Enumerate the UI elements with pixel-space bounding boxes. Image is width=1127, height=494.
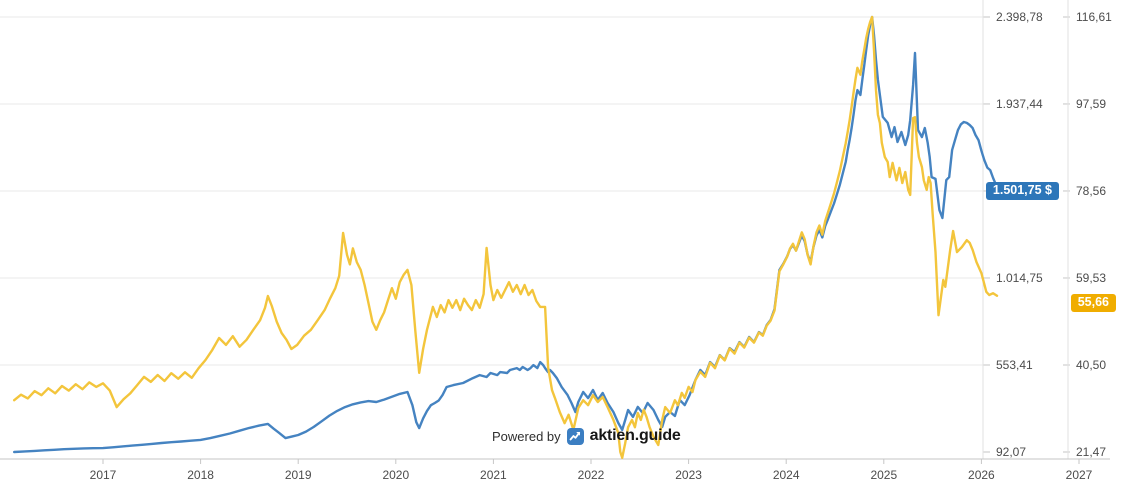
powered-by-aktien-guide-link[interactable]: Powered by aktien.guide xyxy=(492,427,681,445)
x-axis-year-label: 2022 xyxy=(577,468,605,482)
outer-axis-tick-label: 21,47 xyxy=(1076,445,1107,459)
inner-axis-tick-label: 92,07 xyxy=(996,445,1027,459)
x-axis-year-label: 2025 xyxy=(870,468,898,482)
x-axis-year-label: 2019 xyxy=(284,468,312,482)
outer-axis-tick-label: 59,53 xyxy=(1076,270,1107,285)
outer-axis-tick-label: 78,56 xyxy=(1076,183,1107,198)
x-axis-year-label: 2027 xyxy=(1065,468,1093,482)
x-axis-year-label: 2018 xyxy=(187,468,214,482)
x-axis-year-label: 2017 xyxy=(89,468,117,482)
inner-axis-tick-label: 1.937,44 xyxy=(996,96,1043,111)
x-axis-year-label: 2026 xyxy=(968,468,995,482)
inner-axis-tick-label: 2.398,78 xyxy=(996,10,1043,24)
outer-axis-tick-label: 116,61 xyxy=(1076,10,1112,24)
yellow-series-value-badge: 55,66 xyxy=(1070,294,1116,312)
inner-axis-tick-label: 553,41 xyxy=(996,358,1033,372)
outer-axis-tick-label: 97,59 xyxy=(1076,96,1107,111)
outer-axis-tick-label: 40,50 xyxy=(1076,357,1107,372)
yellow-series-value-text: 55,66 xyxy=(1077,295,1109,309)
inner-axis-tick-label: 1.014,75 xyxy=(996,271,1043,285)
powered-by-text: Powered by xyxy=(492,428,561,444)
blue-series-value-text: 1.501,75 $ xyxy=(992,183,1052,197)
x-axis-year-label: 2020 xyxy=(382,468,410,482)
x-axis-year-label: 2023 xyxy=(675,468,702,482)
blue-series-value-badge: 1.501,75 $ xyxy=(985,182,1059,200)
aktien-guide-logo-icon xyxy=(566,427,584,445)
aktien-guide-brand-text: aktien.guide xyxy=(589,427,681,444)
x-axis-year-label: 2021 xyxy=(480,468,507,482)
x-axis-year-label: 2024 xyxy=(772,468,800,482)
